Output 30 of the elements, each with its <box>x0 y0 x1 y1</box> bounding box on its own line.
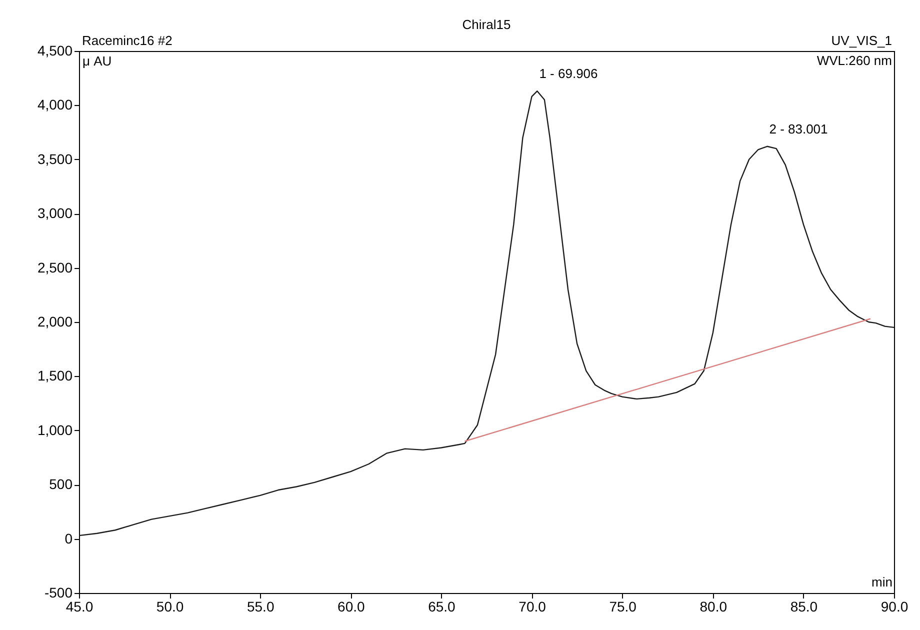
y-tick-label: 4,000 <box>37 96 73 113</box>
chart-title: Chiral15 <box>462 17 511 32</box>
y-axis-title: μ AU <box>82 54 112 68</box>
y-tick-label: -500 <box>44 584 73 600</box>
x-tick-label: 65.0 <box>428 598 456 614</box>
x-tick-label: 75.0 <box>609 598 637 614</box>
y-tick-label: 1,500 <box>37 368 73 384</box>
text: UV_VIS_1 <box>831 33 892 48</box>
y-tick-label: 3,000 <box>37 205 73 222</box>
x-tick-label: 85.0 <box>790 598 818 614</box>
x-tick-label: 80.0 <box>700 598 728 614</box>
x-tick-label: 45.0 <box>66 598 94 614</box>
annotation: WVL:260 nm <box>816 53 892 68</box>
y-tick-label: 2,500 <box>37 259 73 276</box>
y-tick-label: 4,500 <box>37 42 73 58</box>
annotation: 1 - 69.906 <box>539 66 598 82</box>
x-tick-label: 50.0 <box>156 598 184 614</box>
y-tick-label: 3,500 <box>37 150 73 167</box>
x-axis-title: min <box>872 574 892 590</box>
x-tick-label: 55.0 <box>246 598 274 614</box>
y-tick-label: 2,000 <box>37 314 73 330</box>
annotation: 2 - 83.001 <box>769 121 828 136</box>
x-tick-label: 90.0 <box>880 598 908 614</box>
x-tick-label: 70.0 <box>518 598 546 614</box>
text: Raceminc16 #2 <box>82 33 172 48</box>
x-tick-label: 60.0 <box>338 598 366 614</box>
y-tick-label: 0 <box>64 530 73 546</box>
line-series <box>78 90 895 536</box>
y-tick-label: 1,000 <box>37 422 73 438</box>
y-tick-label: 500 <box>49 476 73 492</box>
